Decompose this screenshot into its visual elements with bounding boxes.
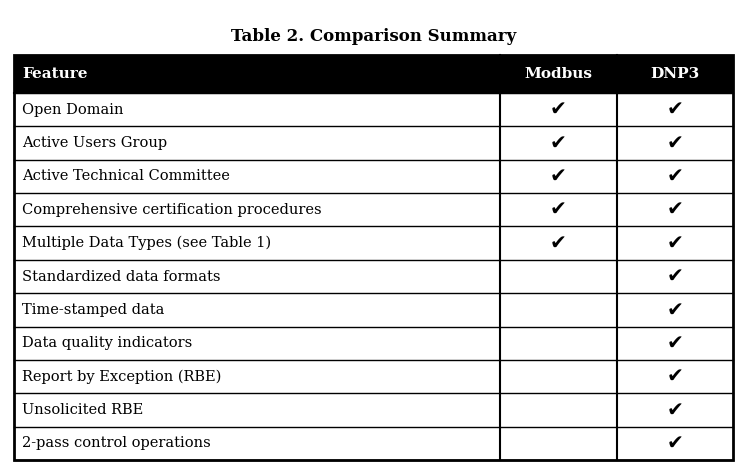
- Bar: [14, 93, 733, 126]
- Text: Multiple Data Types (see Table 1): Multiple Data Types (see Table 1): [22, 236, 271, 250]
- Bar: [14, 360, 733, 393]
- Text: Report by Exception (RBE): Report by Exception (RBE): [22, 370, 221, 384]
- Text: ✔: ✔: [666, 400, 684, 420]
- Text: ✔: ✔: [666, 300, 684, 320]
- Text: Modbus: Modbus: [524, 67, 592, 81]
- Text: Table 2. Comparison Summary: Table 2. Comparison Summary: [231, 28, 516, 45]
- Bar: [14, 126, 733, 160]
- Text: ✔: ✔: [550, 134, 567, 152]
- Text: Standardized data formats: Standardized data formats: [22, 270, 220, 284]
- Text: ✔: ✔: [666, 134, 684, 152]
- Bar: [14, 427, 733, 460]
- Text: ✔: ✔: [550, 167, 567, 186]
- Text: ✔: ✔: [550, 234, 567, 253]
- Text: ✔: ✔: [666, 234, 684, 253]
- Text: ✔: ✔: [666, 200, 684, 219]
- Bar: [14, 55, 733, 93]
- Text: Active Technical Committee: Active Technical Committee: [22, 169, 230, 184]
- Text: ✔: ✔: [666, 167, 684, 186]
- Text: ✔: ✔: [666, 334, 684, 353]
- Text: Open Domain: Open Domain: [22, 103, 123, 117]
- Text: Active Users Group: Active Users Group: [22, 136, 167, 150]
- Text: Time-stamped data: Time-stamped data: [22, 303, 164, 317]
- Bar: [14, 260, 733, 293]
- Text: Feature: Feature: [22, 67, 87, 81]
- Text: ✔: ✔: [550, 100, 567, 119]
- Text: ✔: ✔: [666, 367, 684, 386]
- Text: ✔: ✔: [666, 100, 684, 119]
- Text: Data quality indicators: Data quality indicators: [22, 336, 192, 350]
- Bar: [14, 393, 733, 427]
- Bar: [14, 55, 733, 460]
- Bar: [14, 160, 733, 193]
- Bar: [14, 327, 733, 360]
- Bar: [14, 293, 733, 327]
- Text: Comprehensive certification procedures: Comprehensive certification procedures: [22, 203, 322, 217]
- Text: ✔: ✔: [666, 267, 684, 286]
- Text: ✔: ✔: [550, 200, 567, 219]
- Bar: [14, 193, 733, 227]
- Text: 2-pass control operations: 2-pass control operations: [22, 436, 211, 450]
- Text: ✔: ✔: [666, 434, 684, 453]
- Text: DNP3: DNP3: [651, 67, 700, 81]
- Text: Unsolicited RBE: Unsolicited RBE: [22, 403, 143, 417]
- Bar: [14, 227, 733, 260]
